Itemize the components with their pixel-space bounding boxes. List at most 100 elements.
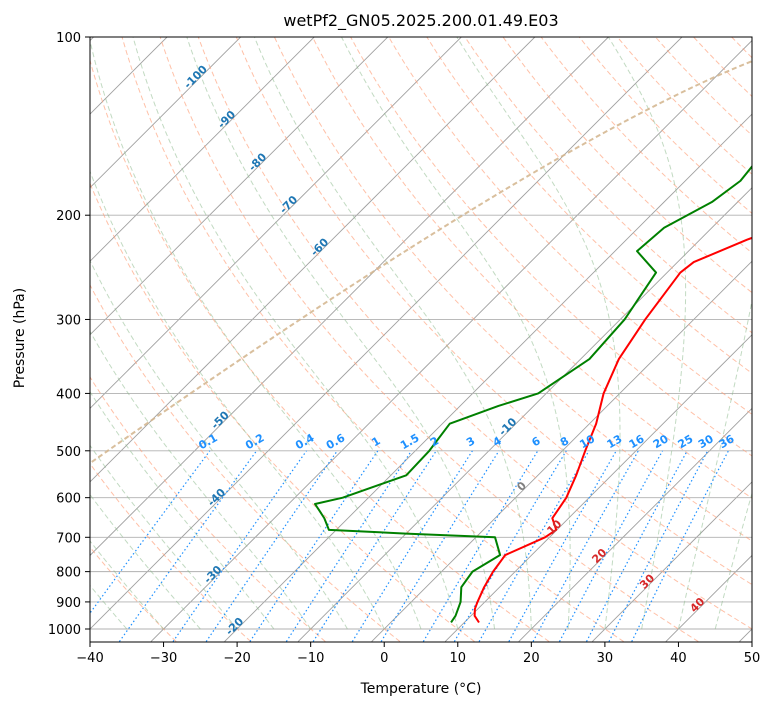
x-tick-label: 50: [744, 651, 761, 666]
x-tick-label: −20: [223, 651, 250, 666]
isotherm-line: [90, 37, 536, 483]
moist-adiabat: [90, 38, 422, 630]
mixing-ratio-label: 0.2: [243, 431, 266, 452]
x-tick-label: −30: [150, 651, 177, 666]
y-tick-label: 800: [56, 566, 81, 581]
dry-adiabat: [464, 37, 752, 334]
moist-adiabat: [90, 390, 275, 630]
x-tick-label: 30: [597, 651, 614, 666]
dry-adiabat: [312, 37, 752, 499]
dry-adiabat: [121, 37, 624, 642]
x-tick-label: 10: [450, 651, 467, 666]
mixing-ratio-line: [478, 450, 590, 642]
isotherm-line: [297, 187, 752, 642]
isotherm-label: 10: [544, 517, 564, 537]
isotherm-label: -100: [181, 63, 210, 92]
moist-adiabat: [341, 37, 571, 630]
dry-adiabat: [426, 37, 752, 374]
y-tick-label: 200: [56, 209, 81, 224]
mixing-ratio-label: 25: [676, 432, 696, 451]
mixing-ratio-label: 1: [370, 434, 383, 449]
dry-adiabat: [578, 37, 752, 215]
temperature-profile: [473, 236, 752, 624]
moist-adiabat: [456, 37, 621, 630]
dry-adiabat: [197, 37, 752, 630]
isotherm-line: [739, 628, 752, 642]
mixing-ratio-line: [559, 450, 664, 642]
x-tick-label: 40: [670, 651, 687, 666]
mixing-ratio-line: [249, 450, 379, 642]
dry-adiabat: [502, 37, 752, 294]
moist-adiabat: [607, 37, 687, 630]
dry-adiabat: [540, 37, 752, 254]
mixing-ratio-label: 6: [529, 434, 542, 449]
isotherm-line: [90, 37, 315, 262]
mixing-ratio-label: 30: [696, 432, 716, 451]
mixing-ratio-line: [453, 450, 567, 642]
isotherm-line: [90, 37, 389, 336]
mixing-ratio-line: [422, 450, 539, 642]
mixing-ratio-line: [118, 450, 258, 642]
dry-adiabat: [235, 37, 752, 586]
isotherm-line: [665, 554, 752, 642]
lcl-curve: [90, 60, 752, 465]
y-tick-label: 400: [56, 387, 81, 402]
moist-adiabat: [90, 330, 312, 630]
dry-adiabat: [90, 376, 326, 642]
mixing-ratio-label: 20: [651, 432, 671, 451]
mixing-ratio-label: 10: [577, 432, 597, 451]
y-tick-label: 600: [56, 492, 81, 507]
mixing-ratio-label: 3: [464, 434, 477, 449]
mixing-ratio-line: [351, 450, 473, 642]
dry-adiabat: [90, 462, 252, 642]
chart-title: wetPf2_GN05.2025.200.01.49.E03: [283, 11, 558, 31]
mixing-ratio-label: 1.5: [398, 431, 421, 452]
dry-adiabat: [90, 283, 401, 642]
isotherm-label: -60: [308, 235, 331, 258]
mixing-ratio-line: [532, 450, 639, 642]
y-tick-label: 700: [56, 531, 81, 546]
isotherm-line: [90, 37, 241, 189]
y-tick-label: 100: [56, 31, 81, 46]
mixing-ratio-line: [380, 450, 500, 642]
mixing-ratio-line: [608, 450, 709, 642]
moist-adiabat: [253, 37, 532, 630]
dewpoint-profile: [314, 164, 752, 624]
x-tick-label: −40: [76, 651, 103, 666]
isotherm-label: 30: [637, 571, 657, 591]
isotherm-label: -40: [205, 486, 228, 509]
y-tick-label: 900: [56, 596, 81, 611]
isotherm-label: -90: [215, 108, 238, 131]
mixing-ratio-line: [90, 450, 211, 615]
moist-adiabat: [132, 37, 459, 630]
dry-adiabat: [159, 37, 699, 642]
mixing-ratio-line: [508, 450, 617, 642]
dry-adiabat: [90, 181, 475, 642]
dry-adiabat: [350, 37, 752, 457]
dry-adiabat: [273, 37, 752, 542]
isotherm-label: 20: [589, 546, 609, 566]
isotherm-label: -30: [201, 563, 224, 586]
isotherm-label: -70: [277, 193, 300, 216]
dry-adiabat: [388, 37, 752, 415]
mixing-ratio-line: [631, 450, 729, 642]
x-tick-label: 0: [380, 651, 388, 666]
moist-adiabat: [186, 37, 496, 630]
moist-adiabat: [714, 491, 752, 630]
x-tick-label: 20: [523, 651, 540, 666]
y-tick-label: 1000: [48, 623, 81, 638]
isotherm-label: -10: [496, 415, 519, 438]
isotherm-line: [90, 37, 683, 630]
x-axis-title: Temperature (°C): [360, 681, 482, 697]
moist-adiabat: [677, 298, 752, 630]
dry-adiabat: [693, 37, 752, 98]
isotherm-line: [90, 37, 609, 557]
mixing-ratio-line: [586, 450, 688, 642]
mixing-ratio-line: [312, 450, 437, 642]
isotherm-line: [371, 260, 752, 642]
y-tick-label: 300: [56, 313, 81, 328]
moist-adiabat: [90, 170, 385, 630]
isotherm-line: [224, 113, 752, 642]
y-axis-title: Pressure (hPa): [12, 288, 28, 388]
